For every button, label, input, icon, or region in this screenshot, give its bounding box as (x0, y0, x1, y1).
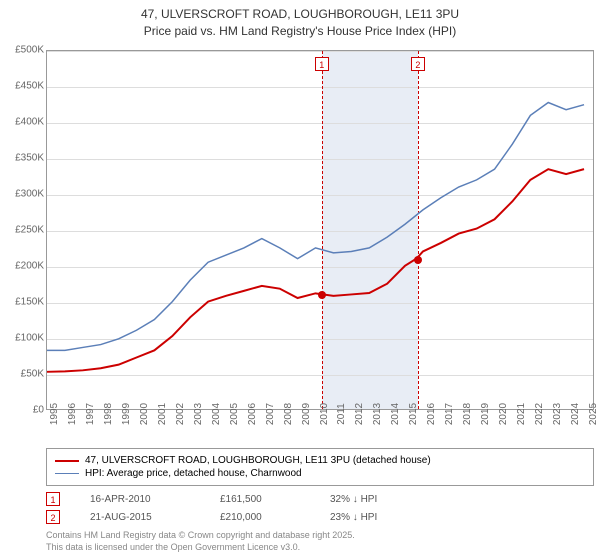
x-tick-label: 2000 (139, 403, 150, 425)
sale-table: 1 16-APR-2010 £161,500 32% ↓ HPI 2 21-AU… (46, 490, 430, 526)
legend-row-red: 47, ULVERSCROFT ROAD, LOUGHBOROUGH, LE11… (55, 455, 585, 466)
sale-badge-1: 1 (46, 492, 60, 506)
y-tick-label: £350K (15, 153, 44, 164)
attribution-line-2: This data is licensed under the Open Gov… (46, 542, 355, 554)
y-tick-label: £50K (21, 369, 44, 380)
y-tick-label: £450K (15, 81, 44, 92)
legend-label-red: 47, ULVERSCROFT ROAD, LOUGHBOROUGH, LE11… (85, 455, 431, 466)
y-tick-label: £100K (15, 333, 44, 344)
attribution-line-1: Contains HM Land Registry data © Crown c… (46, 530, 355, 542)
x-tick-label: 2011 (336, 403, 347, 425)
x-tick-label: 2021 (516, 403, 527, 425)
title-line-1: 47, ULVERSCROFT ROAD, LOUGHBOROUGH, LE11… (0, 6, 600, 23)
x-tick-label: 1995 (49, 403, 60, 425)
line-series-svg (47, 51, 593, 409)
x-tick-label: 2017 (444, 403, 455, 425)
y-tick-label: £500K (15, 45, 44, 56)
sale-row-2: 2 21-AUG-2015 £210,000 23% ↓ HPI (46, 508, 430, 526)
sale-hpi-1: 32% ↓ HPI (330, 494, 430, 505)
plot-area: 12 (46, 50, 594, 410)
sale-row-1: 1 16-APR-2010 £161,500 32% ↓ HPI (46, 490, 430, 508)
x-tick-label: 2004 (211, 403, 222, 425)
y-tick-label: £0 (33, 405, 44, 416)
sale-price-1: £161,500 (220, 494, 330, 505)
x-tick-label: 2010 (319, 403, 330, 425)
y-tick-label: £250K (15, 225, 44, 236)
y-tick-label: £300K (15, 189, 44, 200)
x-tick-label: 2003 (193, 403, 204, 425)
legend-row-blue: HPI: Average price, detached house, Char… (55, 468, 585, 479)
x-tick-label: 2012 (354, 403, 365, 425)
chart-container: 47, ULVERSCROFT ROAD, LOUGHBOROUGH, LE11… (0, 0, 600, 560)
y-tick-label: £200K (15, 261, 44, 272)
legend: 47, ULVERSCROFT ROAD, LOUGHBOROUGH, LE11… (46, 448, 594, 486)
legend-swatch-red (55, 460, 79, 462)
sale-date-2: 21-AUG-2015 (90, 512, 220, 523)
x-tick-label: 2001 (157, 403, 168, 425)
x-tick-label: 2020 (498, 403, 509, 425)
x-tick-label: 2015 (408, 403, 419, 425)
y-tick-label: £400K (15, 117, 44, 128)
x-tick-label: 2022 (534, 403, 545, 425)
y-tick-label: £150K (15, 297, 44, 308)
x-tick-label: 2009 (301, 403, 312, 425)
x-tick-label: 1997 (85, 403, 96, 425)
x-tick-label: 2013 (372, 403, 383, 425)
sale-price-2: £210,000 (220, 512, 330, 523)
sale-date-1: 16-APR-2010 (90, 494, 220, 505)
x-tick-label: 2006 (247, 403, 258, 425)
x-tick-label: 2002 (175, 403, 186, 425)
x-tick-label: 1998 (103, 403, 114, 425)
x-tick-label: 2023 (552, 403, 563, 425)
x-tick-label: 2007 (265, 403, 276, 425)
x-tick-label: 1999 (121, 403, 132, 425)
x-tick-label: 2008 (283, 403, 294, 425)
x-tick-label: 2018 (462, 403, 473, 425)
series-line (47, 103, 584, 351)
sale-badge-2: 2 (46, 510, 60, 524)
sale-hpi-2: 23% ↓ HPI (330, 512, 430, 523)
legend-label-blue: HPI: Average price, detached house, Char… (85, 468, 302, 479)
title-line-2: Price paid vs. HM Land Registry's House … (0, 23, 600, 40)
x-tick-label: 2016 (426, 403, 437, 425)
series-line (47, 169, 584, 372)
title-block: 47, ULVERSCROFT ROAD, LOUGHBOROUGH, LE11… (0, 0, 600, 40)
x-tick-label: 2014 (390, 403, 401, 425)
x-tick-label: 2005 (229, 403, 240, 425)
legend-swatch-blue (55, 473, 79, 475)
x-tick-label: 2019 (480, 403, 491, 425)
sale-point (414, 256, 422, 264)
sale-point (318, 291, 326, 299)
x-tick-label: 1996 (67, 403, 78, 425)
x-tick-label: 2024 (570, 403, 581, 425)
x-tick-label: 2025 (588, 403, 599, 425)
attribution: Contains HM Land Registry data © Crown c… (46, 530, 355, 553)
